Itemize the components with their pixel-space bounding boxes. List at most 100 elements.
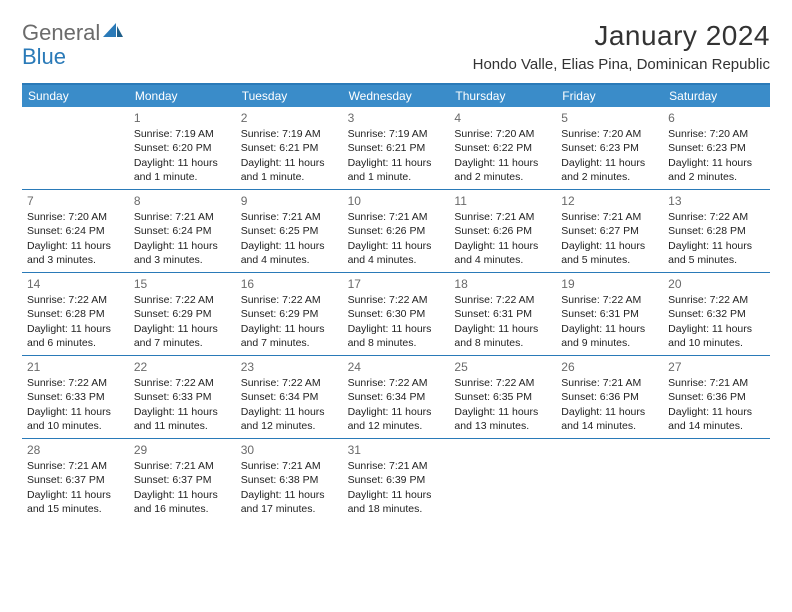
day-detail-line: and 2 minutes. <box>454 170 551 184</box>
day-detail-line: Sunrise: 7:21 AM <box>134 459 231 473</box>
day-cell: 30Sunrise: 7:21 AMSunset: 6:38 PMDayligh… <box>236 439 343 521</box>
day-number: 22 <box>134 359 231 375</box>
day-detail-line: Sunrise: 7:19 AM <box>134 127 231 141</box>
day-cell: 31Sunrise: 7:21 AMSunset: 6:39 PMDayligh… <box>343 439 450 521</box>
day-detail-line: and 7 minutes. <box>241 336 338 350</box>
week-row: 21Sunrise: 7:22 AMSunset: 6:33 PMDayligh… <box>22 355 770 438</box>
day-detail-line: Sunset: 6:26 PM <box>348 224 445 238</box>
day-detail-line: and 8 minutes. <box>454 336 551 350</box>
day-detail-line: Daylight: 11 hours <box>348 322 445 336</box>
day-cell: 29Sunrise: 7:21 AMSunset: 6:37 PMDayligh… <box>129 439 236 521</box>
day-detail-line: Daylight: 11 hours <box>134 156 231 170</box>
day-detail-line: and 4 minutes. <box>454 253 551 267</box>
day-detail-line: Sunset: 6:26 PM <box>454 224 551 238</box>
day-detail-line: Sunrise: 7:22 AM <box>241 376 338 390</box>
day-number: 28 <box>27 442 124 458</box>
logo-word2-wrap: Blue <box>22 44 66 70</box>
day-detail-line: Sunrise: 7:22 AM <box>134 293 231 307</box>
day-detail-line: Daylight: 11 hours <box>27 322 124 336</box>
day-detail-line: and 14 minutes. <box>561 419 658 433</box>
day-number: 19 <box>561 276 658 292</box>
week-row: 1Sunrise: 7:19 AMSunset: 6:20 PMDaylight… <box>22 107 770 189</box>
day-number: 16 <box>241 276 338 292</box>
day-number: 25 <box>454 359 551 375</box>
day-detail-line: Sunset: 6:24 PM <box>27 224 124 238</box>
day-cell: 27Sunrise: 7:21 AMSunset: 6:36 PMDayligh… <box>663 356 770 438</box>
day-detail-line: Sunset: 6:21 PM <box>241 141 338 155</box>
day-detail-line: Daylight: 11 hours <box>241 488 338 502</box>
day-detail-line: Sunset: 6:23 PM <box>561 141 658 155</box>
day-detail-line: Sunrise: 7:21 AM <box>241 459 338 473</box>
day-detail-line: Daylight: 11 hours <box>27 488 124 502</box>
day-detail-line: Daylight: 11 hours <box>454 239 551 253</box>
day-cell: 10Sunrise: 7:21 AMSunset: 6:26 PMDayligh… <box>343 190 450 272</box>
day-number: 31 <box>348 442 445 458</box>
day-detail-line: Sunset: 6:20 PM <box>134 141 231 155</box>
day-cell: 4Sunrise: 7:20 AMSunset: 6:22 PMDaylight… <box>449 107 556 189</box>
day-cell: 3Sunrise: 7:19 AMSunset: 6:21 PMDaylight… <box>343 107 450 189</box>
day-detail-line: Daylight: 11 hours <box>241 156 338 170</box>
logo-word1: General <box>22 20 100 46</box>
day-detail-line: Sunset: 6:29 PM <box>134 307 231 321</box>
day-detail-line: and 6 minutes. <box>27 336 124 350</box>
day-detail-line: Daylight: 11 hours <box>27 405 124 419</box>
day-detail-line: Daylight: 11 hours <box>241 239 338 253</box>
day-detail-line: Daylight: 11 hours <box>134 322 231 336</box>
logo-word2: Blue <box>22 44 66 69</box>
day-detail-line: Daylight: 11 hours <box>668 156 765 170</box>
month-title: January 2024 <box>473 20 770 52</box>
weekday-thu: Thursday <box>449 85 556 107</box>
day-detail-line: and 5 minutes. <box>668 253 765 267</box>
day-cell: 9Sunrise: 7:21 AMSunset: 6:25 PMDaylight… <box>236 190 343 272</box>
day-detail-line: Sunset: 6:36 PM <box>668 390 765 404</box>
day-detail-line: Daylight: 11 hours <box>454 156 551 170</box>
title-block: January 2024 Hondo Valle, Elias Pina, Do… <box>473 20 770 73</box>
day-detail-line: Sunset: 6:33 PM <box>134 390 231 404</box>
weeks-container: 1Sunrise: 7:19 AMSunset: 6:20 PMDaylight… <box>22 107 770 521</box>
day-number: 29 <box>134 442 231 458</box>
weekday-wed: Wednesday <box>343 85 450 107</box>
day-detail-line: Sunset: 6:29 PM <box>241 307 338 321</box>
day-detail-line: Daylight: 11 hours <box>134 405 231 419</box>
day-number: 7 <box>27 193 124 209</box>
day-detail-line: Sunset: 6:31 PM <box>454 307 551 321</box>
day-detail-line: Sunrise: 7:21 AM <box>561 210 658 224</box>
day-number: 1 <box>134 110 231 126</box>
day-detail-line: Sunrise: 7:22 AM <box>134 376 231 390</box>
day-detail-line: and 8 minutes. <box>348 336 445 350</box>
day-cell: 13Sunrise: 7:22 AMSunset: 6:28 PMDayligh… <box>663 190 770 272</box>
day-detail-line: Daylight: 11 hours <box>561 156 658 170</box>
day-cell: 22Sunrise: 7:22 AMSunset: 6:33 PMDayligh… <box>129 356 236 438</box>
day-detail-line: and 18 minutes. <box>348 502 445 516</box>
weekday-mon: Monday <box>129 85 236 107</box>
day-detail-line: and 9 minutes. <box>561 336 658 350</box>
day-cell: 18Sunrise: 7:22 AMSunset: 6:31 PMDayligh… <box>449 273 556 355</box>
day-detail-line: Daylight: 11 hours <box>241 405 338 419</box>
day-cell: 23Sunrise: 7:22 AMSunset: 6:34 PMDayligh… <box>236 356 343 438</box>
day-number: 4 <box>454 110 551 126</box>
day-detail-line: and 7 minutes. <box>134 336 231 350</box>
day-cell <box>556 439 663 521</box>
day-cell: 19Sunrise: 7:22 AMSunset: 6:31 PMDayligh… <box>556 273 663 355</box>
day-detail-line: and 3 minutes. <box>134 253 231 267</box>
day-cell: 25Sunrise: 7:22 AMSunset: 6:35 PMDayligh… <box>449 356 556 438</box>
day-cell: 16Sunrise: 7:22 AMSunset: 6:29 PMDayligh… <box>236 273 343 355</box>
day-detail-line: Sunrise: 7:21 AM <box>348 459 445 473</box>
day-number: 17 <box>348 276 445 292</box>
day-detail-line: Sunset: 6:28 PM <box>668 224 765 238</box>
day-detail-line: Daylight: 11 hours <box>561 239 658 253</box>
day-number: 23 <box>241 359 338 375</box>
day-number: 5 <box>561 110 658 126</box>
weekday-tue: Tuesday <box>236 85 343 107</box>
day-detail-line: and 14 minutes. <box>668 419 765 433</box>
day-detail-line: Sunrise: 7:20 AM <box>561 127 658 141</box>
week-row: 14Sunrise: 7:22 AMSunset: 6:28 PMDayligh… <box>22 272 770 355</box>
day-detail-line: Daylight: 11 hours <box>348 405 445 419</box>
day-number: 8 <box>134 193 231 209</box>
day-detail-line: Daylight: 11 hours <box>561 405 658 419</box>
day-detail-line: and 11 minutes. <box>134 419 231 433</box>
day-detail-line: Daylight: 11 hours <box>348 488 445 502</box>
day-detail-line: and 13 minutes. <box>454 419 551 433</box>
day-cell: 20Sunrise: 7:22 AMSunset: 6:32 PMDayligh… <box>663 273 770 355</box>
day-number: 13 <box>668 193 765 209</box>
